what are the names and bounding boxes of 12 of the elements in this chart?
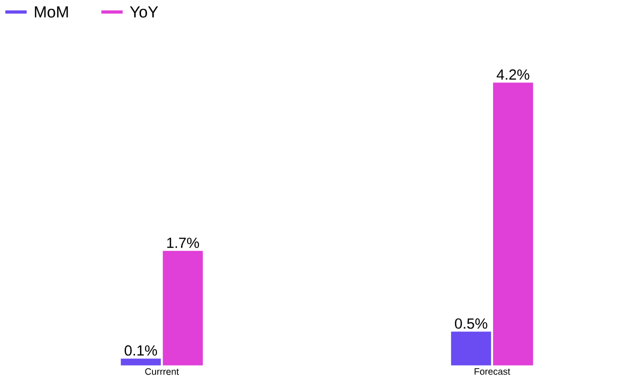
x-tick-label: Currrent: [145, 368, 179, 375]
legend-label: MoM: [34, 6, 68, 18]
data-label: 1.7%: [167, 238, 200, 248]
data-label: 4.2%: [496, 69, 530, 80]
data-label: 0.5%: [454, 318, 488, 329]
data-label: 0.1%: [124, 345, 158, 356]
legend-label: YoY: [130, 6, 158, 18]
bar: [162, 250, 203, 366]
bar: [451, 332, 492, 366]
x-tick-label: Forecast: [474, 368, 510, 375]
bar: [120, 358, 161, 366]
bar: [493, 82, 534, 366]
